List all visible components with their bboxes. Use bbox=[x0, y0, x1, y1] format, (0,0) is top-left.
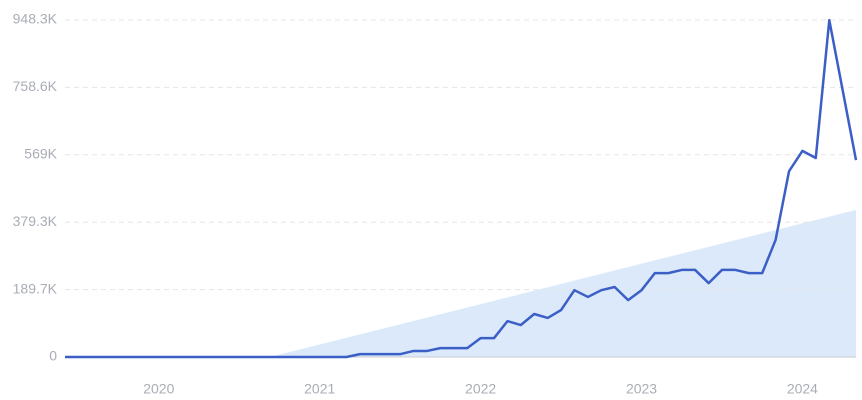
y-tick-label: 379.3K bbox=[13, 213, 58, 229]
x-tick-label: 2024 bbox=[787, 381, 818, 397]
x-tick-label: 2020 bbox=[143, 381, 174, 397]
x-tick-label: 2021 bbox=[304, 381, 335, 397]
y-tick-label: 0 bbox=[49, 348, 57, 364]
y-tick-label: 569K bbox=[24, 145, 57, 161]
x-tick-label: 2022 bbox=[465, 381, 496, 397]
trend-area bbox=[269, 209, 857, 357]
line bbox=[65, 18, 858, 359]
y-tick-label: 758.6K bbox=[13, 78, 58, 94]
y-tick-label: 948.3K bbox=[13, 11, 58, 27]
y-tick-label: 189.7K bbox=[13, 280, 58, 296]
x-tick-label: 2023 bbox=[626, 381, 657, 397]
